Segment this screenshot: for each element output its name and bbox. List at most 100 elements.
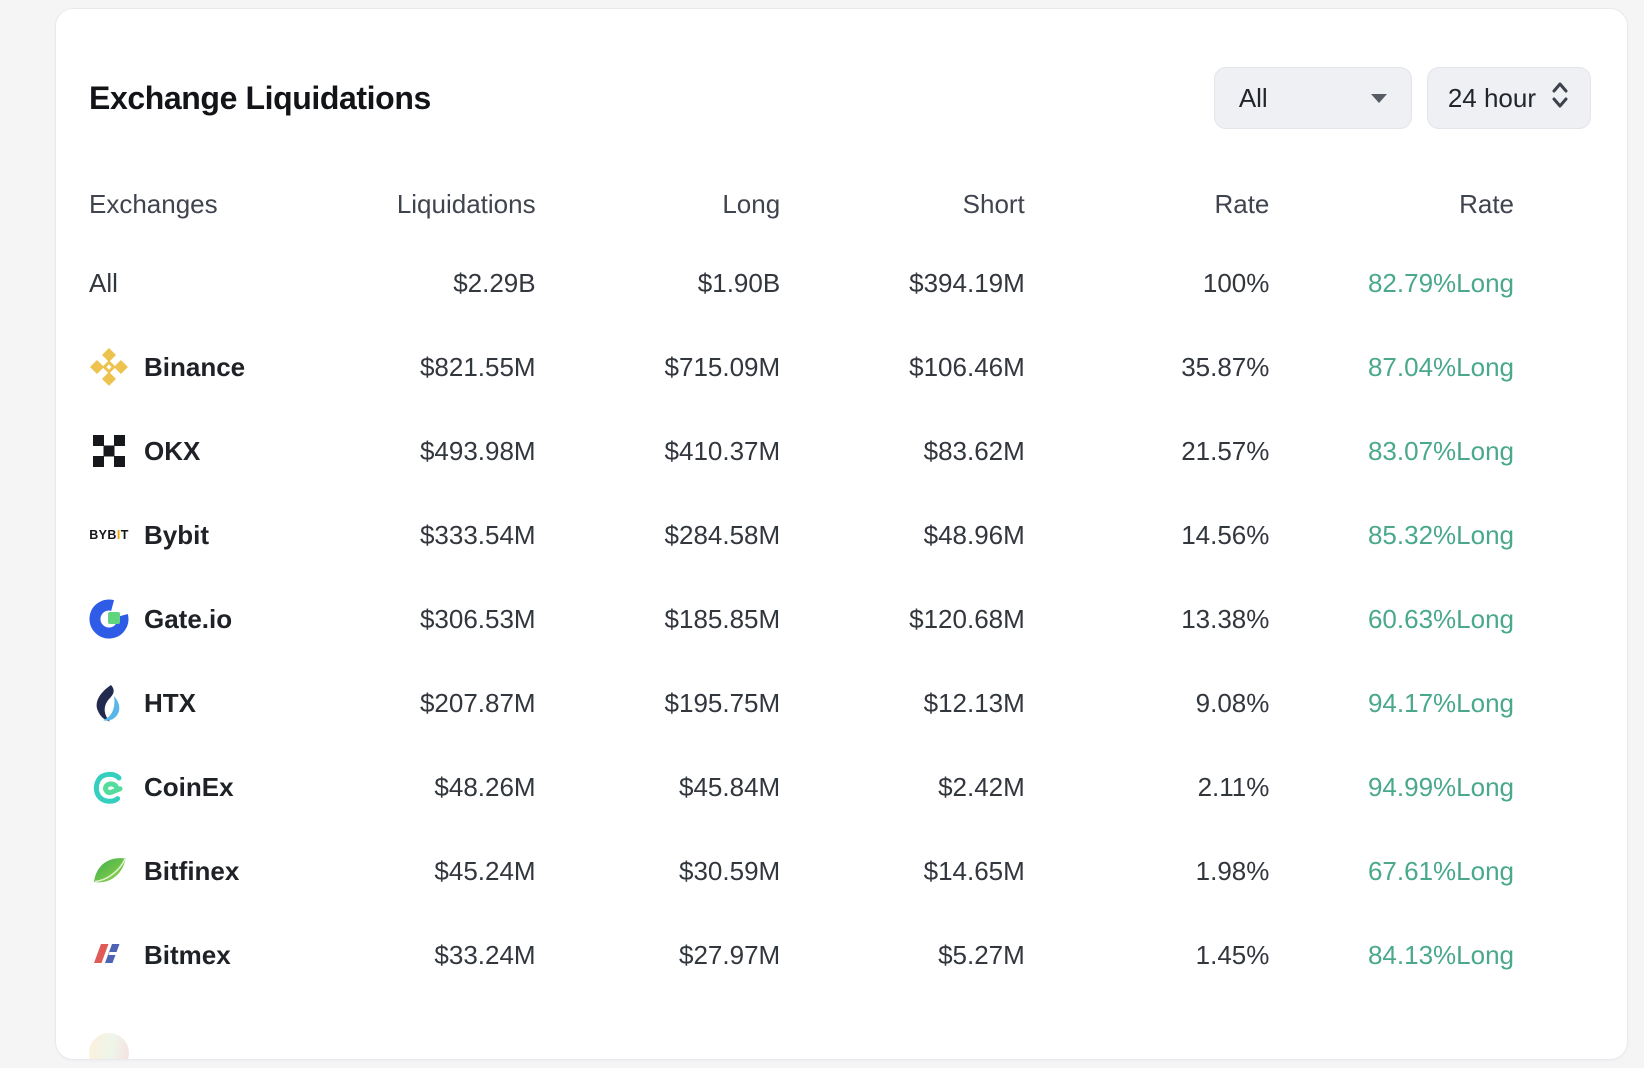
exchange-name: All [89,267,118,298]
long-rate-cell: 94.17%Long [1367,687,1514,718]
liquidations-cell: $2.29B [453,267,536,298]
table-row: Gate.io $306.53M $185.85M $120.68M 13.38… [89,577,1514,661]
exchange-cell[interactable]: Bitmex [89,935,291,975]
table-row: Bitfinex $45.24M $30.59M $14.65M 1.98% 6… [89,829,1514,913]
long-cell: $284.58M [664,519,781,550]
table-row: CoinEx $48.26M $45.84M $2.42M 2.11% 94.9… [89,745,1514,829]
okx-icon [89,431,129,471]
exchange-name: OKX [144,435,201,466]
liquidations-cell: $306.53M [419,603,536,634]
long-cell: $30.59M [679,855,781,886]
liquidations-cell: $48.26M [434,771,536,802]
bybit-icon: BYB I T [89,528,129,542]
period-filter-dropdown[interactable]: 24 hour [1426,67,1591,129]
bitmex-icon [89,935,129,975]
long-rate-cell: 84.13%Long [1367,939,1514,970]
liquidations-cell: $493.98M [419,435,536,466]
long-rate-cell: 67.61%Long [1367,855,1514,886]
exchange-name: Gate.io [144,603,233,634]
exchange-cell[interactable]: Binance [89,347,291,387]
col-header-long-rate: Rate [1459,188,1514,219]
rate-cell: 1.45% [1195,939,1270,970]
htx-icon [89,683,129,723]
exchange-cell[interactable]: CoinEx [89,767,291,807]
long-rate-cell: 60.63%Long [1367,603,1514,634]
liquidations-cell: $45.24M [434,855,536,886]
long-cell: $195.75M [664,687,781,718]
liquidations-cell: $821.55M [419,351,536,382]
gateio-icon [89,599,129,639]
liquidations-cell: $33.24M [434,939,536,970]
long-cell: $27.97M [679,939,781,970]
long-cell: $410.37M [664,435,781,466]
col-header-short: Short [962,188,1025,219]
short-cell: $12.13M [923,687,1025,718]
rate-cell: 13.38% [1181,603,1270,634]
table-row: Bitmex $33.24M $27.97M $5.27M 1.45% 84.1… [89,913,1514,997]
rate-cell: 1.98% [1195,855,1270,886]
rate-cell: 2.11% [1197,771,1270,802]
rate-cell: 21.57% [1181,435,1270,466]
exchange-cell: All [89,268,291,299]
exchange-name: CoinEx [144,771,234,802]
exchange-name: HTX [144,687,196,718]
short-cell: $83.62M [923,435,1025,466]
page-title: Exchange Liquidations [89,79,431,116]
coinex-icon [89,767,129,807]
filters: All 24 hour [1213,67,1591,129]
short-cell: $48.96M [923,519,1025,550]
liquidations-cell: $207.87M [419,687,536,718]
table-header-row: Exchanges Liquidations Long Short Rate R… [89,167,1514,241]
rate-cell: 35.87% [1181,351,1270,382]
table-row: HTX $207.87M $195.75M $12.13M 9.08% 94.1… [89,661,1514,745]
long-rate-cell: 82.79%Long [1367,267,1514,298]
exchange-name: Bybit [144,519,209,550]
updown-chevron-icon [1550,80,1570,117]
asset-filter-value: All [1238,82,1268,113]
exchange-name: Bitmex [144,939,231,970]
short-cell: $120.68M [909,603,1025,634]
exchange-name: Bitfinex [144,855,240,886]
col-header-long: Long [722,188,781,219]
long-cell: $45.84M [679,771,781,802]
card-header: Exchange Liquidations All 24 hour [56,9,1627,129]
long-cell: $1.90B [697,267,781,298]
col-header-exchanges: Exchanges [89,188,218,219]
liquidations-table: Exchanges Liquidations Long Short Rate R… [56,167,1627,997]
short-cell: $5.27M [938,939,1025,970]
exchange-name: Binance [144,351,246,382]
long-rate-cell: 85.32%Long [1367,519,1514,550]
exchange-cell[interactable]: Gate.io [89,599,291,639]
long-cell: $715.09M [664,351,781,382]
rate-cell: 100% [1202,267,1270,298]
exchange-cell[interactable]: OKX [89,431,291,471]
short-cell: $2.42M [938,771,1025,802]
table-row: OKX $493.98M $410.37M $83.62M 21.57% 83.… [89,409,1514,493]
long-rate-cell: 87.04%Long [1367,351,1514,382]
long-rate-cell: 83.07%Long [1367,435,1514,466]
partial-next-row-icon [89,1033,129,1059]
asset-filter-dropdown[interactable]: All [1213,67,1412,129]
short-cell: $14.65M [923,855,1025,886]
exchange-cell[interactable]: Bitfinex [89,851,291,891]
dropdown-caret-icon [1370,93,1387,103]
long-cell: $185.85M [664,603,781,634]
liquidations-cell: $333.54M [419,519,536,550]
bitfinex-icon [89,851,129,891]
table-row: BYB I T Bybit $333.54M $284.58M $48.96M 14… [89,493,1514,577]
col-header-liquidations: Liquidations [396,188,536,219]
short-cell: $394.19M [909,267,1025,298]
rate-cell: 14.56% [1181,519,1270,550]
rate-cell: 9.08% [1195,687,1270,718]
binance-icon [89,347,129,387]
col-header-rate: Rate [1214,188,1270,219]
exchange-liquidations-card: Exchange Liquidations All 24 hour Exchan… [55,8,1628,1060]
table-body: All $2.29B $1.90B $394.19M 100% 82.79%Lo… [89,241,1514,997]
table-row: All $2.29B $1.90B $394.19M 100% 82.79%Lo… [89,241,1514,325]
exchange-cell[interactable]: BYB I T Bybit [89,515,291,555]
short-cell: $106.46M [909,351,1025,382]
long-rate-cell: 94.99%Long [1367,771,1514,802]
exchange-cell[interactable]: HTX [89,683,291,723]
table-row: Binance $821.55M $715.09M $106.46M 35.87… [89,325,1514,409]
period-filter-value: 24 hour [1447,82,1536,113]
